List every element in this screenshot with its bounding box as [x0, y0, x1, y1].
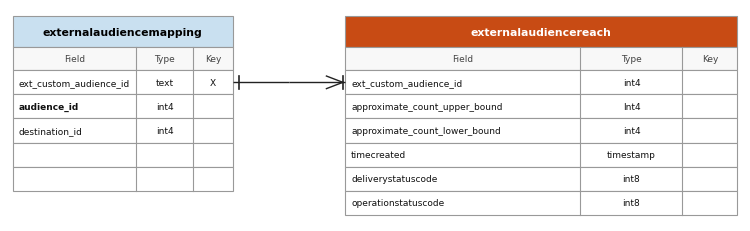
Text: Int4: Int4: [622, 103, 640, 111]
Bar: [13, 167, 233, 191]
Text: Key: Key: [205, 55, 221, 64]
Bar: [13, 17, 233, 48]
Text: externalaudiencemapping: externalaudiencemapping: [43, 28, 203, 38]
Bar: [13, 95, 233, 119]
Bar: [13, 143, 233, 167]
Bar: [13, 48, 233, 71]
Bar: [345, 167, 737, 191]
Text: externalaudiencereach: externalaudiencereach: [471, 28, 612, 38]
Bar: [345, 17, 737, 48]
Text: deliverystatuscode: deliverystatuscode: [351, 174, 437, 183]
Text: Type: Type: [621, 55, 642, 64]
Bar: [345, 191, 737, 215]
Text: int4: int4: [622, 79, 640, 88]
Bar: [13, 71, 233, 95]
Text: destination_id: destination_id: [19, 126, 82, 135]
Text: int4: int4: [156, 103, 173, 111]
Text: Field: Field: [64, 55, 85, 64]
Text: X: X: [210, 79, 216, 88]
Bar: [345, 143, 737, 167]
Text: ext_custom_audience_id: ext_custom_audience_id: [19, 79, 130, 88]
Bar: [345, 71, 737, 95]
Text: audience_id: audience_id: [19, 102, 79, 112]
Text: int8: int8: [622, 198, 640, 207]
Text: text: text: [156, 79, 174, 88]
Text: operationstatuscode: operationstatuscode: [351, 198, 444, 207]
Text: Key: Key: [702, 55, 718, 64]
Bar: [345, 95, 737, 119]
Text: approximate_count_upper_bound: approximate_count_upper_bound: [351, 103, 502, 111]
Text: Field: Field: [452, 55, 473, 64]
Text: int4: int4: [156, 126, 173, 135]
Text: ext_custom_audience_id: ext_custom_audience_id: [351, 79, 462, 88]
Bar: [345, 119, 737, 143]
Bar: [345, 48, 737, 71]
Text: int4: int4: [622, 126, 640, 135]
Text: Type: Type: [154, 55, 175, 64]
Bar: [13, 119, 233, 143]
Text: timestamp: timestamp: [607, 150, 656, 159]
Text: timecreated: timecreated: [351, 150, 406, 159]
Text: int8: int8: [622, 174, 640, 183]
Text: approximate_count_lower_bound: approximate_count_lower_bound: [351, 126, 501, 135]
